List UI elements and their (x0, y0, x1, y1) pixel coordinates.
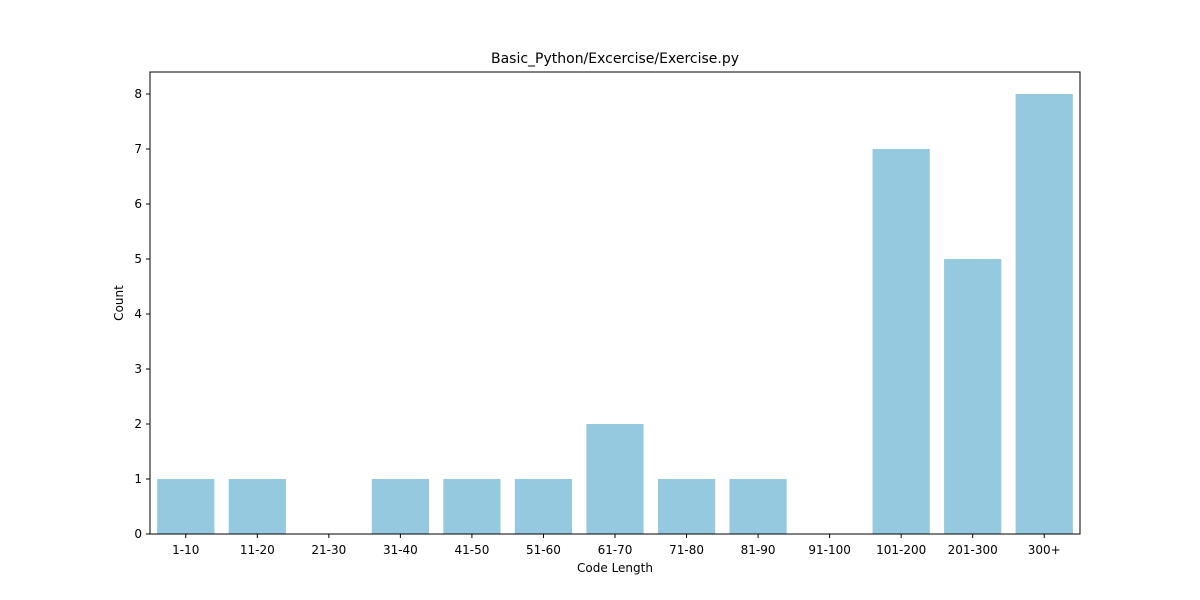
bar-101-200 (872, 149, 930, 534)
y-axis-label: Count (112, 285, 126, 321)
bar-61-70 (586, 424, 644, 534)
y-tick-label: 4 (134, 307, 142, 321)
y-tick-label: 2 (134, 417, 142, 431)
bar-41-50 (443, 479, 501, 534)
chart-title: Basic_Python/Excercise/Exercise.py (491, 51, 739, 67)
plot-frame (149, 71, 1081, 535)
x-tick-label: 201-300 (948, 543, 998, 557)
y-tick-label: 8 (134, 87, 142, 101)
bar-300+ (1015, 94, 1073, 534)
y-tick-label: 0 (134, 527, 142, 541)
y-axis-ticks: 0 1 2 3 4 5 6 7 8 (134, 87, 150, 541)
y-tick-label: 1 (134, 472, 142, 486)
bar-11-20 (228, 479, 286, 534)
bar-81-90 (729, 479, 787, 534)
bar-71-80 (657, 479, 716, 534)
y-tick-label: 7 (134, 142, 142, 156)
y-tick-label: 5 (134, 252, 142, 266)
x-tick-label: 61-70 (598, 543, 633, 557)
x-axis-ticks: 1-10 11-20 21-30 31-40 41-50 51-60 61-70 71-80 8… (172, 534, 1061, 557)
x-tick-label: 101-200 (876, 543, 926, 557)
y-tick-label: 3 (134, 362, 142, 376)
x-tick-label: 81-90 (741, 543, 776, 557)
bar-1-10 (157, 479, 215, 534)
x-tick-label: 11-20 (240, 543, 275, 557)
bar-51-60 (514, 479, 573, 534)
x-tick-label: 300+ (1028, 543, 1061, 557)
y-tick-label: 6 (134, 197, 142, 211)
bars-group (157, 94, 1073, 534)
x-tick-label: 51-60 (526, 543, 561, 557)
x-tick-label: 1-10 (172, 543, 199, 557)
x-tick-label: 21-30 (311, 543, 346, 557)
x-tick-label: 91-100 (808, 543, 851, 557)
x-tick-label: 31-40 (383, 543, 418, 557)
bar-31-40 (371, 479, 429, 534)
bar-201-300 (944, 259, 1002, 534)
x-tick-label: 71-80 (669, 543, 704, 557)
x-axis-label: Code Length (577, 561, 653, 575)
x-tick-label: 41-50 (454, 543, 489, 557)
